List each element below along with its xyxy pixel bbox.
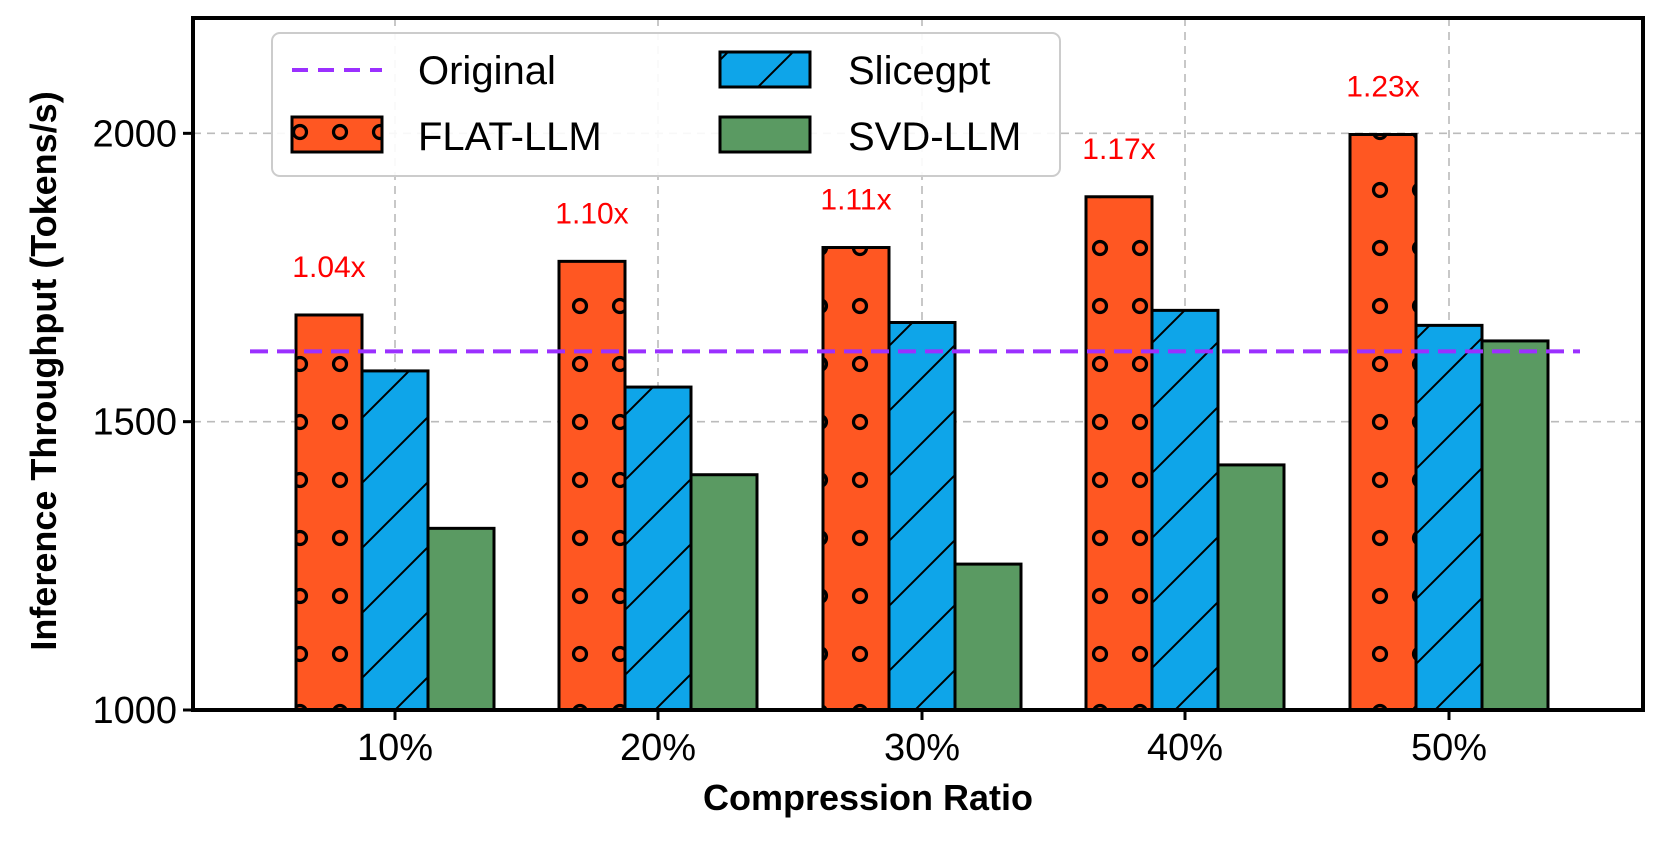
x-axis-title: Compression Ratio [703, 777, 1033, 818]
bar-slicegpt-50pct-hatch [1416, 325, 1482, 710]
legend-label-original: Original [418, 49, 556, 93]
y-tick-label-2000: 2000 [92, 113, 177, 155]
speedup-label-30pct: 1.11x [820, 184, 891, 217]
bar-svd-llm-20pct [691, 474, 757, 710]
legend: Original FLAT-LLM Slicegpt SVD-LLM [271, 32, 1061, 177]
x-tick-label-40pct: 40% [1147, 727, 1223, 769]
legend-label-svd-llm: SVD-LLM [848, 115, 1021, 159]
x-tick-label-50pct: 50% [1411, 727, 1487, 769]
bar-flat-llm-30pct-hatch [823, 247, 889, 710]
speedup-label-10pct: 1.04x [292, 251, 365, 284]
legend-label-slicegpt: Slicegpt [848, 49, 990, 93]
legend-swatch-hatch-flat-llm [290, 115, 384, 154]
speedup-label-20pct: 1.10x [555, 197, 628, 230]
speedup-label-40pct: 1.17x [1082, 133, 1155, 166]
plot-frame [191, 16, 1645, 712]
x-tick-label-30pct: 30% [884, 727, 960, 769]
legend-frame [271, 32, 1061, 177]
bar-svd-llm-40pct [1218, 464, 1284, 710]
legend-swatch-hatch-slicegpt [718, 50, 812, 89]
bar-slicegpt-20pct-hatch [625, 387, 691, 710]
axes: 1000 1500 2000 10% 20% 30% 40% 50% [92, 16, 1645, 769]
bars [294, 132, 1550, 712]
bar-svd-llm-10pct [428, 528, 494, 710]
y-axis-title: Inference Throughput (Tokens/s) [23, 91, 64, 650]
y-tick-label-1500: 1500 [92, 402, 177, 444]
bar-slicegpt-40pct-hatch [1152, 310, 1218, 710]
speedup-annotations: 1.04x 1.10x 1.11x 1.17x 1.23x [292, 70, 1419, 283]
bar-slicegpt-10pct-hatch [362, 370, 428, 710]
legend-swatch-svd-llm [718, 115, 812, 154]
bar-flat-llm-40pct-hatch [1086, 196, 1152, 710]
bar-svd-llm-50pct [1482, 340, 1548, 710]
x-tick-label-20pct: 20% [620, 727, 696, 769]
y-tick-label-1000: 1000 [92, 690, 177, 732]
x-tick-label-10pct: 10% [357, 727, 433, 769]
bar-flat-llm-20pct-hatch [559, 261, 625, 710]
bar-svd-llm-30pct [955, 564, 1021, 710]
speedup-label-50pct: 1.23x [1346, 70, 1419, 103]
bar-slicegpt-30pct-hatch [889, 322, 955, 710]
bar-flat-llm-50pct-hatch [1350, 134, 1416, 710]
bar-flat-llm-10pct-hatch [296, 314, 362, 710]
legend-label-flat-llm: FLAT-LLM [418, 115, 602, 159]
